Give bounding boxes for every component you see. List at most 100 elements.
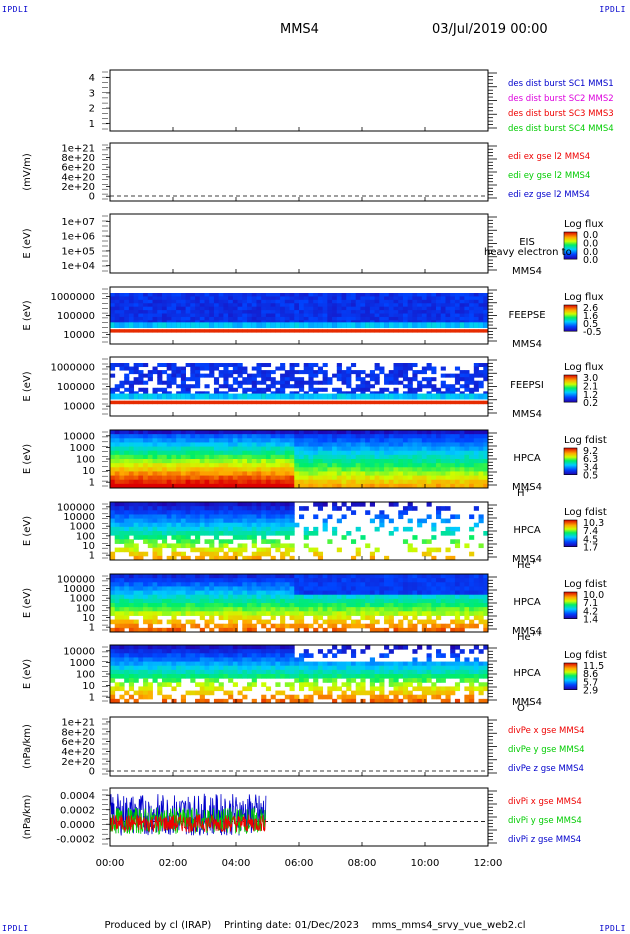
- heatmap-cell: [218, 582, 224, 587]
- heatmap-cell: [478, 450, 484, 456]
- heatmap-cell: [332, 463, 338, 468]
- heatmap-cell: [469, 391, 475, 396]
- heatmap-cell: [275, 518, 281, 524]
- heatmap-cell: [379, 607, 385, 612]
- heatmap-cell: [355, 471, 361, 477]
- heatmap-cell: [133, 619, 139, 625]
- heatmap-cell: [143, 535, 149, 540]
- heatmap-cell: [483, 316, 489, 321]
- heatmap-cell: [157, 377, 163, 382]
- heatmap-cell: [213, 551, 220, 557]
- y-tick-label: 100000: [57, 574, 95, 585]
- heatmap-cell: [303, 578, 309, 583]
- heatmap-cell: [133, 627, 139, 633]
- heatmap-cell: [431, 370, 437, 375]
- heatmap-cell: [204, 467, 210, 472]
- heatmap-cell: [450, 479, 456, 485]
- heatmap-cell: [445, 555, 451, 561]
- heatmap-cell: [218, 603, 224, 608]
- heatmap-cell: [473, 384, 479, 389]
- heatmap-cell: [237, 518, 243, 524]
- heatmap-cell: [147, 665, 153, 671]
- heatmap-cell: [299, 459, 305, 464]
- heatmap-cell: [412, 467, 418, 472]
- heatmap-cell: [223, 471, 229, 477]
- heatmap-cell: [384, 555, 390, 561]
- heatmap-cell: [478, 373, 484, 378]
- heatmap-cell: [454, 393, 461, 400]
- heatmap-cell: [483, 303, 489, 308]
- heatmap-cell: [398, 450, 404, 456]
- heatmap-cell: [190, 678, 196, 683]
- heatmap-cell: [402, 463, 409, 468]
- heatmap-cell: [299, 393, 305, 400]
- heatmap-cell: [261, 506, 267, 511]
- heatmap-cell: [336, 329, 342, 333]
- corner-label-bottom-right: IPDLI: [599, 924, 626, 933]
- heatmap-cell: [289, 322, 295, 329]
- heatmap-cell: [147, 686, 153, 692]
- heatmap-cell: [242, 316, 248, 321]
- heatmap-cell: [360, 598, 366, 604]
- heatmap-cell: [393, 627, 399, 633]
- heatmap-cell: [110, 649, 116, 654]
- heatmap-cell: [176, 310, 182, 315]
- heatmap-cell: [473, 471, 479, 477]
- heatmap-cell: [128, 590, 135, 596]
- heatmap-cell: [473, 475, 479, 481]
- heatmap-cell: [138, 316, 144, 321]
- heatmap-cell: [152, 661, 158, 667]
- heatmap-cell: [237, 598, 243, 604]
- heatmap-cell: [270, 510, 276, 515]
- heatmap-cell: [138, 387, 144, 392]
- heatmap-cell: [166, 310, 172, 315]
- heatmap-cell: [204, 665, 210, 671]
- heatmap-cell: [204, 657, 210, 663]
- heatmap-cell: [261, 400, 267, 405]
- heatmap-cell: [365, 594, 371, 600]
- heatmap-cell: [365, 384, 371, 389]
- heatmap-cell: [299, 467, 305, 472]
- heatmap-cell: [190, 442, 196, 448]
- heatmap-cell: [157, 293, 163, 297]
- heatmap-cell: [436, 450, 442, 456]
- heatmap-cell: [138, 380, 144, 385]
- heatmap-cell: [322, 310, 328, 315]
- heatmap-cell: [190, 303, 196, 308]
- heatmap-cell: [143, 674, 149, 679]
- heatmap-cell: [232, 380, 238, 385]
- heatmap-cell: [417, 329, 423, 333]
- heatmap-cell: [374, 463, 380, 468]
- heatmap-cell: [388, 446, 394, 452]
- heatmap-cell: [124, 299, 130, 304]
- heatmap-cell: [280, 627, 286, 633]
- heatmap-cell: [289, 310, 295, 315]
- heatmap-cell: [303, 393, 309, 400]
- heatmap-cell: [228, 582, 234, 587]
- heatmap-cell: [454, 438, 461, 443]
- heatmap-cell: [350, 446, 357, 452]
- heatmap-cell: [176, 430, 182, 435]
- heatmap-cell: [284, 373, 290, 378]
- heatmap-cell: [195, 555, 201, 561]
- heatmap-cell: [133, 434, 139, 439]
- heatmap-cell: [341, 316, 347, 321]
- heatmap-cell: [251, 479, 257, 485]
- heatmap-cell: [195, 483, 201, 489]
- heatmap-cell: [369, 603, 375, 608]
- heatmap-cell: [436, 434, 442, 439]
- y-tick-label: 1: [89, 623, 95, 634]
- heatmap-cell: [454, 623, 461, 629]
- heatmap-cell: [398, 607, 404, 612]
- heatmap-cell: [454, 400, 461, 405]
- heatmap-cell: [185, 391, 191, 396]
- heatmap-cell: [161, 502, 168, 507]
- heatmap-cell: [355, 310, 361, 315]
- heatmap-cell: [374, 296, 380, 301]
- heatmap-cell: [341, 377, 347, 382]
- heatmap-cell: [228, 467, 234, 472]
- heatmap-cell: [138, 430, 144, 435]
- heatmap-cell: [384, 313, 390, 318]
- heatmap-cell: [133, 299, 139, 304]
- heatmap-cell: [346, 306, 352, 311]
